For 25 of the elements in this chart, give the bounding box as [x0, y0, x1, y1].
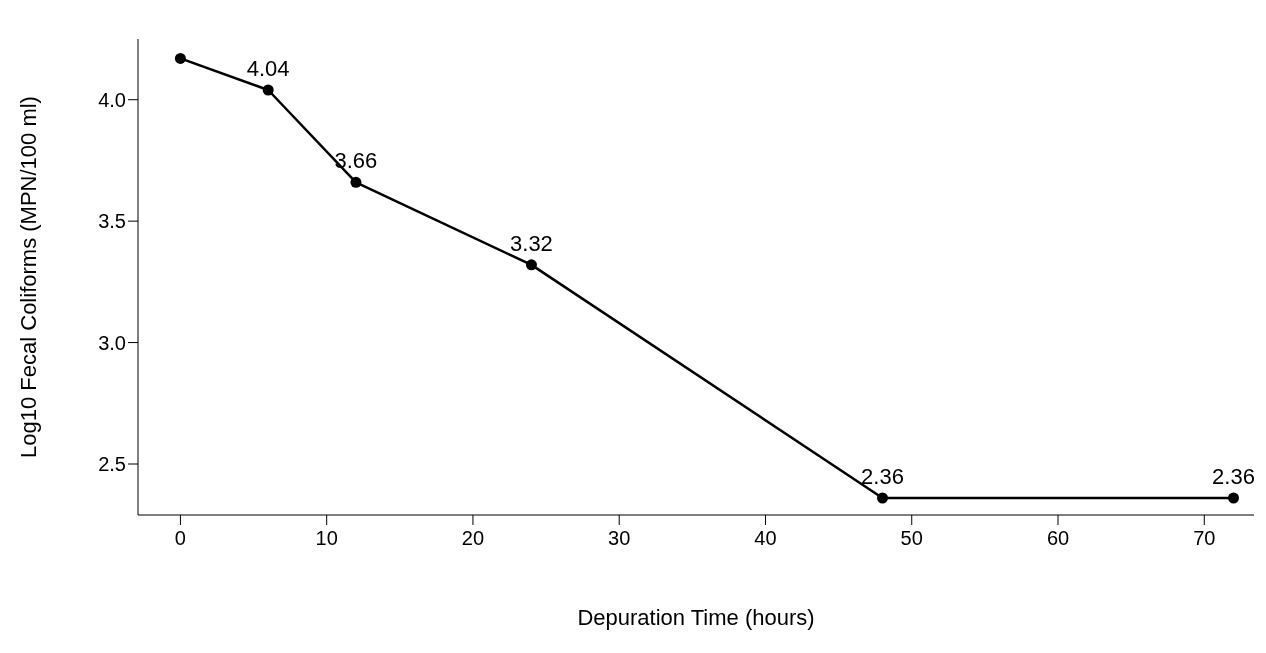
point — [1228, 492, 1240, 504]
x-tick-label: 0 — [174, 527, 186, 550]
point — [262, 84, 274, 96]
point — [350, 176, 362, 188]
y-tick-label: 3.0 — [98, 331, 126, 354]
point — [876, 492, 888, 504]
y-tick-label: 3.5 — [98, 210, 126, 233]
y-tick-label: 4.0 — [98, 88, 126, 111]
x-tick-label: 30 — [608, 527, 631, 550]
data-label: 3.66 — [334, 148, 378, 174]
x-axis-title: Depuration Time (hours) — [577, 605, 815, 630]
data-label: 4.04 — [246, 56, 290, 81]
point — [174, 52, 186, 64]
x-tick-label: 60 — [1046, 527, 1070, 550]
y-tick-label: 2.5 — [98, 453, 126, 476]
x-tick-label: 10 — [315, 527, 338, 550]
data-label: 2.36 — [1212, 464, 1255, 489]
x-tick-label: 70 — [1193, 527, 1216, 550]
x-tick-label: 20 — [461, 527, 485, 550]
x-tick-label: 40 — [754, 527, 777, 550]
data-label: 2.36 — [861, 464, 904, 489]
y-axis-title: Log10 Fecal Coliforms (MPN/100 ml) — [15, 96, 41, 458]
data-label: 3.32 — [510, 230, 553, 256]
point — [525, 259, 537, 271]
x-tick-label: 50 — [900, 527, 923, 550]
